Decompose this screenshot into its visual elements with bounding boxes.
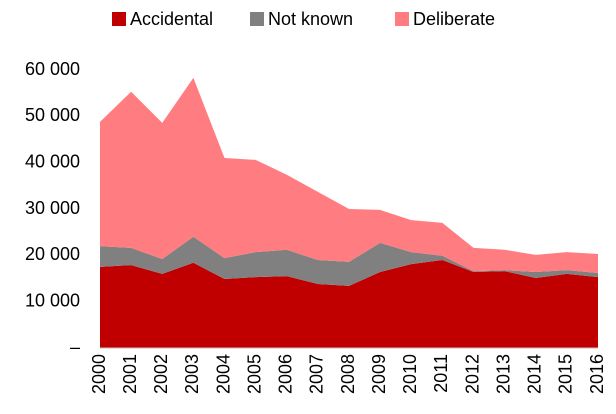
y-tick-label: 60 000 (25, 59, 80, 79)
x-tick-label: 2006 (276, 354, 296, 394)
y-tick-label: 30 000 (25, 198, 80, 218)
legend-swatch (112, 12, 126, 26)
area (100, 77, 598, 273)
x-tick-label: 2001 (120, 354, 140, 394)
legend-label: Not known (268, 9, 353, 29)
area (100, 236, 598, 286)
x-tick-label: 2008 (338, 354, 358, 394)
x-tick-label: 2000 (89, 354, 109, 394)
x-tick-label: 2007 (307, 354, 327, 394)
x-tick-label: 2004 (213, 354, 233, 394)
x-tick-label: 2015 (556, 354, 576, 394)
x-tick-label: 2016 (587, 354, 607, 394)
x-tick-label: 2012 (462, 354, 482, 394)
x-tick-label: 2009 (369, 354, 389, 394)
area (100, 259, 598, 348)
y-tick-label: 20 000 (25, 244, 80, 264)
y-tick-label: 50 000 (25, 105, 80, 125)
y-tick-label: 10 000 (25, 290, 80, 310)
x-tick-label: 2014 (525, 354, 545, 394)
x-tick-label: 2005 (244, 354, 264, 394)
legend-label: Deliberate (413, 9, 495, 29)
x-tick-label: 2010 (400, 354, 420, 394)
legend-swatch (250, 12, 264, 26)
y-tick-label: 40 000 (25, 151, 80, 171)
legend-label: Accidental (130, 9, 213, 29)
x-tick-label: 2002 (151, 354, 171, 394)
x-tick-label: 2011 (431, 354, 451, 393)
x-tick-label: 2013 (493, 354, 513, 394)
x-tick-label: 2003 (182, 354, 202, 394)
y-tick-label: – (70, 337, 80, 357)
legend-swatch (395, 12, 409, 26)
